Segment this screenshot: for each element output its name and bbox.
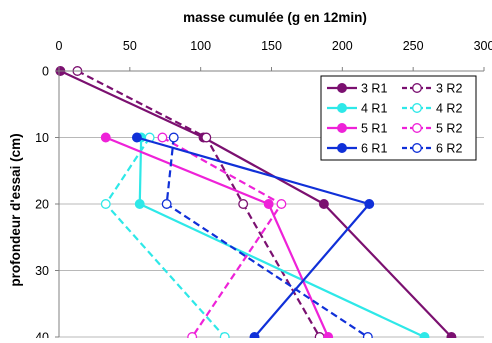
x-axis-title: masse cumulée (g en 12min): [183, 10, 367, 25]
legend-item: 3 R2: [402, 82, 462, 96]
data-point: [318, 199, 329, 209]
legend-label: 6 R2: [436, 142, 462, 156]
grid-lines: [59, 137, 484, 338]
y-tick-label: 30: [35, 264, 49, 278]
data-point: [168, 132, 179, 143]
data-point: [364, 199, 375, 209]
legend-item: 4 R1: [327, 102, 387, 116]
legend: 3 R1 3 R2 4 R1 4 R2 5 R1 5 R2 6 R1 6 R2: [320, 75, 477, 161]
data-point: [201, 132, 212, 143]
series-line: [136, 136, 371, 338]
series-5-r2: [157, 132, 287, 342]
x-tick-label: 150: [261, 39, 282, 53]
series-layer: [55, 66, 457, 342]
legend-label: 6 R1: [361, 142, 387, 156]
data-point: [238, 199, 249, 209]
y-tick-label: 10: [35, 131, 49, 145]
data-point: [187, 332, 198, 342]
series-5-r1: [100, 132, 334, 342]
x-tick-label: 100: [190, 39, 211, 53]
legend-swatch-marker: [337, 103, 347, 113]
legend-label: 5 R1: [361, 122, 387, 136]
legend-swatch-marker: [412, 123, 422, 133]
y-tick-label: 20: [35, 198, 49, 212]
data-point: [263, 199, 274, 209]
legend-label: 3 R2: [436, 82, 462, 96]
data-point: [134, 199, 145, 209]
series-line: [138, 137, 425, 338]
data-point: [314, 332, 325, 342]
data-point: [249, 332, 260, 342]
data-point: [446, 332, 457, 342]
x-tick-label: 50: [123, 39, 137, 53]
data-point: [100, 199, 111, 209]
legend-item: 6 R2: [402, 142, 462, 156]
series-line: [165, 137, 369, 338]
legend-item: 4 R2: [402, 102, 462, 116]
legend-item: 5 R1: [327, 122, 387, 136]
data-point: [100, 132, 111, 143]
y-axis-title: profondeur d'essai (cm): [8, 133, 23, 286]
x-tick-label: 300: [474, 39, 492, 53]
axes: 0 50 100 150 200 250 300 0 10 20 30 40: [35, 39, 492, 343]
x-tick-label: 250: [403, 39, 424, 53]
legend-item: 5 R2: [402, 122, 462, 136]
series-line: [104, 136, 226, 338]
series-4-r2: [100, 132, 230, 342]
data-point: [131, 132, 142, 143]
legend-swatch-marker: [337, 123, 347, 133]
legend-label: 3 R1: [361, 82, 387, 96]
legend-item: 3 R1: [327, 82, 387, 96]
legend-swatch-marker: [412, 83, 422, 93]
legend-swatch-marker: [412, 143, 422, 153]
y-tick-label: 0: [42, 65, 49, 79]
legend-item: 6 R1: [327, 142, 387, 156]
data-point: [219, 332, 230, 342]
legend-label: 4 R2: [436, 102, 462, 116]
data-point: [276, 199, 287, 209]
data-point: [362, 332, 373, 342]
legend-label: 5 R2: [436, 122, 462, 136]
x-tick-label: 0: [56, 39, 63, 53]
y-tick-label: 40: [35, 331, 49, 339]
data-point: [419, 332, 430, 342]
data-point: [323, 332, 334, 342]
legend-box: [320, 75, 477, 161]
legend-swatch-marker: [337, 143, 347, 153]
legend-swatch-marker: [412, 103, 422, 113]
data-point: [161, 199, 172, 209]
legend-label: 4 R1: [361, 102, 387, 116]
legend-swatch-marker: [337, 83, 347, 93]
data-point: [157, 132, 168, 143]
series-3-r2: [72, 66, 325, 342]
x-tick-label: 200: [332, 39, 353, 53]
series-line: [59, 70, 453, 338]
